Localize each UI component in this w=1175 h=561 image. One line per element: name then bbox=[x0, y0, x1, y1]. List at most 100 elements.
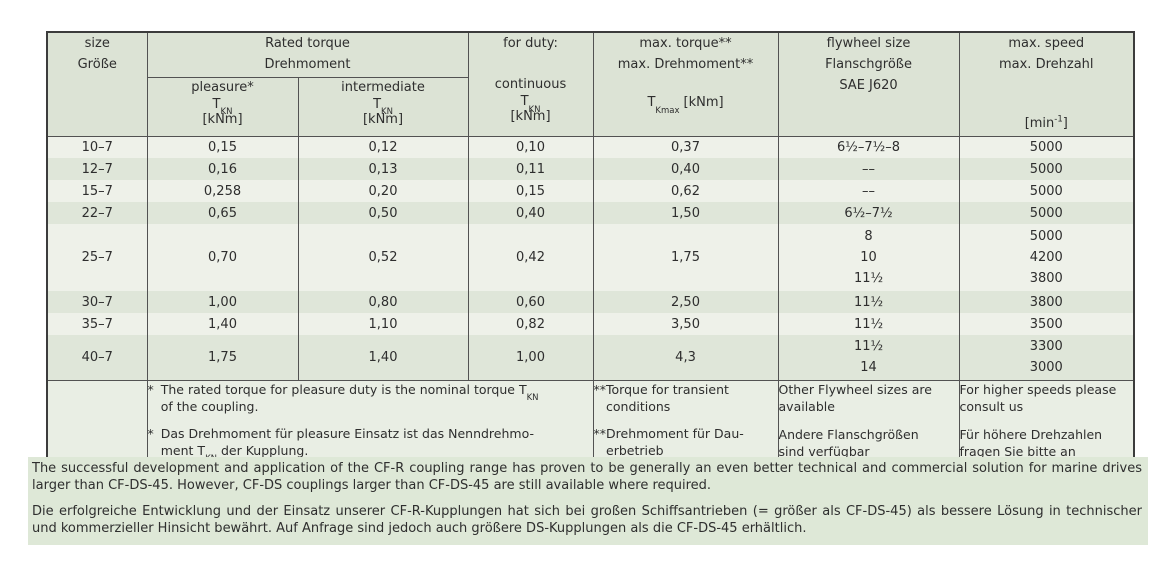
table-row: 12–7 0,16 0,13 0,11 0,40 –– 5000 bbox=[47, 158, 1135, 180]
cell-speed: 5000 bbox=[958, 158, 1135, 180]
cell-pleasure: 1,00 bbox=[146, 291, 298, 313]
cell-max-torque: 0,62 bbox=[592, 180, 779, 202]
torque-symbol: TKN bbox=[212, 96, 233, 118]
cell-pleasure: 1,75 bbox=[146, 335, 298, 380]
header-size: size Größe bbox=[47, 32, 147, 137]
footnote-speed-en: For higher speeds please consult us bbox=[959, 381, 1117, 414]
table-row: 30–7 1,00 0,80 0,60 2,50 11½ 3800 bbox=[47, 291, 1135, 313]
cell-size: 35–7 bbox=[81, 316, 113, 332]
cell-pleasure: 0,65 bbox=[146, 202, 298, 224]
cell-continuous: 0,60 bbox=[467, 291, 594, 313]
coupling-table-wrapper: size Größe Rated torque Drehmoment for d… bbox=[46, 31, 1136, 464]
header-max-speed: max. speed max. Drehzahl [min-1] bbox=[958, 32, 1135, 137]
cell-intermediate: 1,40 bbox=[297, 335, 469, 380]
cell-max-torque: 1,50 bbox=[592, 202, 779, 224]
footnote-speed-de: Für höhere Drehzahlen fragen Sie bitte a… bbox=[959, 426, 1103, 459]
speed-unit: [min-1] bbox=[1024, 114, 1068, 131]
cell-size: 22–7 bbox=[81, 205, 113, 221]
footnote-rated-torque: * The rated torque for pleasure duty is … bbox=[146, 379, 594, 464]
cell-speed: 3300 3000 bbox=[958, 335, 1135, 380]
cell-continuous: 1,00 bbox=[467, 335, 594, 380]
cell-max-torque: 0,37 bbox=[592, 136, 779, 158]
cell-flywheel: 11½ bbox=[777, 313, 960, 335]
torque-unit: [kNm] bbox=[202, 111, 243, 127]
cell-max-torque: 2,50 bbox=[592, 291, 779, 313]
cell-size: 12–7 bbox=[81, 161, 113, 177]
cell-size: 40–7 bbox=[81, 349, 113, 365]
cell-speed: 5000 bbox=[958, 202, 1135, 224]
cell-speed: 5000 bbox=[958, 180, 1135, 202]
table-row: 10–7 0,15 0,12 0,10 0,37 6½–7½–8 5000 bbox=[47, 136, 1135, 158]
cell-flywheel: –– bbox=[777, 158, 960, 180]
cell-intermediate: 0,52 bbox=[297, 224, 469, 291]
footnote-empty-cell bbox=[47, 379, 147, 461]
cell-continuous: 0,40 bbox=[467, 202, 594, 224]
cell-size: 10–7 bbox=[81, 139, 113, 155]
table-row: 22–7 0,65 0,50 0,40 1,50 6½–7½ 5000 bbox=[47, 202, 1135, 224]
torque-symbol: TKN bbox=[373, 96, 393, 118]
cell-max-torque: 3,50 bbox=[592, 313, 779, 335]
cell-flywheel: 11½ bbox=[777, 291, 960, 313]
cell-max-torque: 1,75 bbox=[592, 224, 779, 291]
header-intermediate: intermediate TKN [kNm] bbox=[297, 77, 469, 137]
cell-size: 30–7 bbox=[81, 294, 113, 310]
cell-max-torque: 0,40 bbox=[592, 158, 779, 180]
cell-speed: 5000 4200 3800 bbox=[958, 224, 1135, 291]
table-row: 25–7 0,70 0,52 0,42 1,75 8 10 11½ 5000 4… bbox=[47, 224, 1135, 291]
cell-intermediate: 0,20 bbox=[297, 180, 469, 202]
cell-pleasure: 0,16 bbox=[146, 158, 298, 180]
cell-speed: 3800 bbox=[958, 291, 1135, 313]
cell-pleasure: 0,258 bbox=[146, 180, 298, 202]
header-for-duty: for duty: continuous TKN [kNm] bbox=[467, 32, 594, 137]
cell-size: 25–7 bbox=[81, 250, 113, 265]
coupling-data-table: size Größe Rated torque Drehmoment for d… bbox=[46, 31, 1136, 464]
cell-intermediate: 0,80 bbox=[297, 291, 469, 313]
footnote-speed: For higher speeds please consult us Für … bbox=[958, 379, 1135, 461]
header-max-torque: max. torque** max. Drehmoment** TKmax[kN… bbox=[592, 32, 779, 137]
cell-continuous: 0,10 bbox=[467, 136, 594, 158]
cell-continuous: 0,15 bbox=[467, 180, 594, 202]
footnote-rated-de: * Das Drehmoment für pleasure Einsatz is… bbox=[147, 425, 534, 464]
cell-max-torque: 4,3 bbox=[592, 335, 779, 380]
cell-speed: 5000 bbox=[958, 136, 1135, 158]
cell-continuous: 0,11 bbox=[467, 158, 594, 180]
cell-intermediate: 0,50 bbox=[297, 202, 469, 224]
cell-flywheel: 11½ 14 bbox=[777, 335, 960, 380]
cell-intermediate: 1,10 bbox=[297, 313, 469, 335]
header-rated-torque-group: Rated torque Drehmoment bbox=[146, 32, 469, 78]
table-body: 10–7 0,15 0,12 0,10 0,37 6½–7½–8 5000 12… bbox=[47, 136, 1135, 380]
cell-flywheel: –– bbox=[777, 180, 960, 202]
footnote-flywheel: Other Flywheel sizes are available Ander… bbox=[777, 379, 960, 461]
cell-speed: 3500 bbox=[958, 313, 1135, 335]
cell-pleasure: 0,15 bbox=[146, 136, 298, 158]
cell-size: 15–7 bbox=[81, 183, 113, 199]
torque-symbol: TKN bbox=[520, 94, 541, 115]
cell-continuous: 0,42 bbox=[467, 224, 594, 291]
footnote-rated-en: * The rated torque for pleasure duty is … bbox=[147, 381, 539, 414]
table-header: size Größe Rated torque Drehmoment for d… bbox=[47, 32, 1135, 137]
paragraph-de: Die erfolgreiche Entwicklung und der Ein… bbox=[32, 504, 1142, 536]
footnote-flywheel-de: Andere Flanschgrößen sind verfügbar bbox=[778, 426, 919, 459]
footnote-flywheel-en: Other Flywheel sizes are available bbox=[778, 381, 932, 414]
table-row: 35–7 1,40 1,10 0,82 3,50 11½ 3500 bbox=[47, 313, 1135, 335]
cell-flywheel: 8 10 11½ bbox=[777, 224, 960, 291]
header-pleasure: pleasure* TKN [kNm] bbox=[146, 77, 298, 137]
footnote-max-torque-en: ** Torque for transient conditions bbox=[593, 381, 729, 414]
cell-continuous: 0,82 bbox=[467, 313, 594, 335]
max-torque-symbol: TKmax[kNm] bbox=[647, 95, 724, 116]
cell-flywheel: 6½–7½ bbox=[777, 202, 960, 224]
cell-pleasure: 0,70 bbox=[146, 224, 298, 291]
paragraph-en: The successful development and applicati… bbox=[32, 461, 1142, 493]
torque-unit: [kNm] bbox=[362, 111, 404, 127]
table-row: 15–7 0,258 0,20 0,15 0,62 –– 5000 bbox=[47, 180, 1135, 202]
footnote-max-torque-de: ** Drehmoment für Dau- erbetrieb bbox=[593, 425, 744, 458]
footnote-max-torque: ** Torque for transient conditions ** Dr… bbox=[592, 379, 779, 461]
cell-intermediate: 0,13 bbox=[297, 158, 469, 180]
cell-pleasure: 1,40 bbox=[146, 313, 298, 335]
table-footnotes: * The rated torque for pleasure duty is … bbox=[47, 379, 1135, 464]
header-flywheel-size: flywheel size Flanschgröße SAE J620 bbox=[777, 32, 960, 137]
table-row: 40–7 1,75 1,40 1,00 4,3 11½ 14 3300 3000 bbox=[47, 335, 1135, 380]
cell-flywheel: 6½–7½–8 bbox=[777, 136, 960, 158]
torque-unit: [kNm] bbox=[510, 109, 551, 124]
summary-block: The successful development and applicati… bbox=[28, 457, 1148, 545]
